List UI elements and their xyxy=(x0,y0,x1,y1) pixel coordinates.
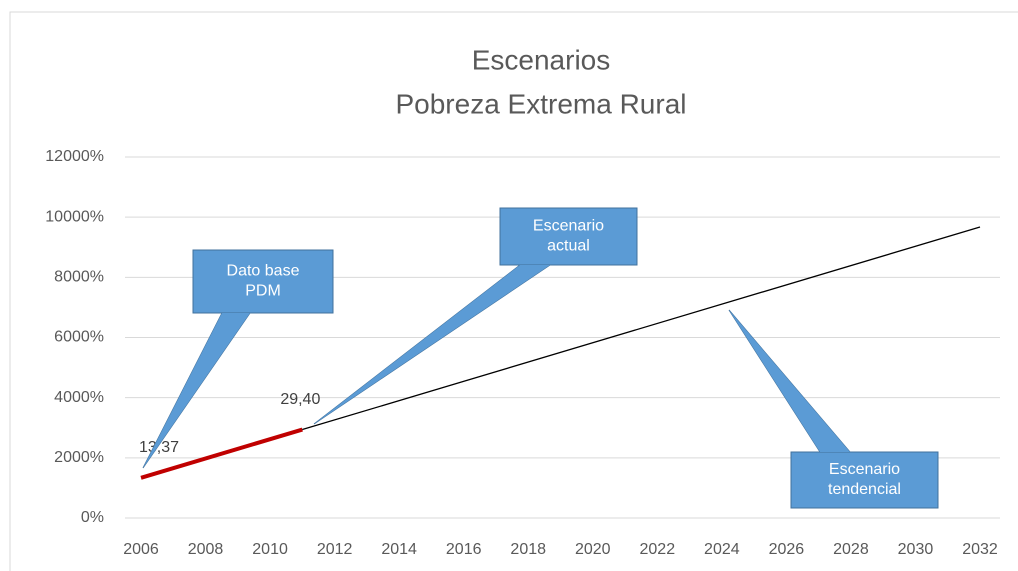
y-tick-label: 0% xyxy=(81,509,104,526)
x-tick-label: 2012 xyxy=(317,541,353,558)
chart-border xyxy=(9,11,1018,571)
callout-text: Escenario xyxy=(533,218,604,235)
x-tick-label: 2008 xyxy=(188,541,224,558)
x-tick-label: 2018 xyxy=(510,541,546,558)
y-tick-label: 2000% xyxy=(54,449,104,466)
x-tick-label: 2026 xyxy=(769,541,805,558)
x-tick-label: 2030 xyxy=(898,541,934,558)
callout-text: Dato base xyxy=(227,263,300,280)
callout-text: actual xyxy=(547,238,590,255)
chart-subtitle: Pobreza Extrema Rural xyxy=(395,88,686,119)
callout-joint xyxy=(143,313,250,468)
x-tick-label: 2010 xyxy=(252,541,288,558)
x-tick-label: 2014 xyxy=(381,541,417,558)
y-tick-label: 8000% xyxy=(54,269,104,286)
y-tick-label: 10000% xyxy=(45,208,104,225)
callout-text: Escenario xyxy=(829,461,900,478)
y-tick-label: 6000% xyxy=(54,329,104,346)
x-tick-label: 2006 xyxy=(123,541,159,558)
line-series xyxy=(140,427,303,480)
x-tick-label: 2022 xyxy=(640,541,676,558)
data-label: 13,37 xyxy=(139,439,179,456)
x-tick-label: 2024 xyxy=(704,541,740,558)
chart-title: Escenarios xyxy=(472,44,611,75)
line-series xyxy=(302,226,981,431)
y-tick-label: 12000% xyxy=(45,148,104,165)
x-tick-label: 2028 xyxy=(833,541,869,558)
x-tick-label: 2020 xyxy=(575,541,611,558)
callout-box xyxy=(192,249,334,314)
x-tick-label: 2032 xyxy=(962,541,998,558)
data-label: 29,40 xyxy=(280,391,320,408)
y-tick-label: 4000% xyxy=(54,389,104,406)
x-tick-label: 2016 xyxy=(446,541,482,558)
callout-box xyxy=(790,451,939,509)
callout-text: PDM xyxy=(245,283,281,300)
callout-joint xyxy=(729,310,850,452)
callout-joint xyxy=(314,265,550,424)
callout-box xyxy=(499,207,638,266)
callout-text: tendencial xyxy=(828,481,901,498)
